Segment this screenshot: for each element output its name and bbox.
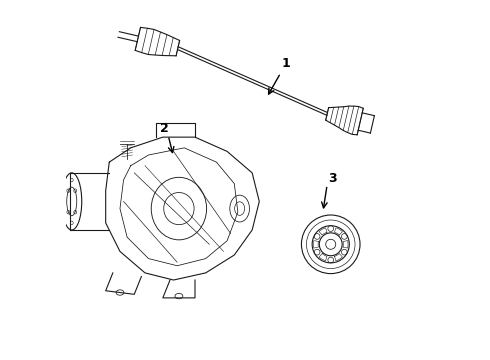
- Text: 2: 2: [160, 122, 169, 135]
- Text: 1: 1: [281, 57, 290, 71]
- Text: 3: 3: [328, 172, 337, 185]
